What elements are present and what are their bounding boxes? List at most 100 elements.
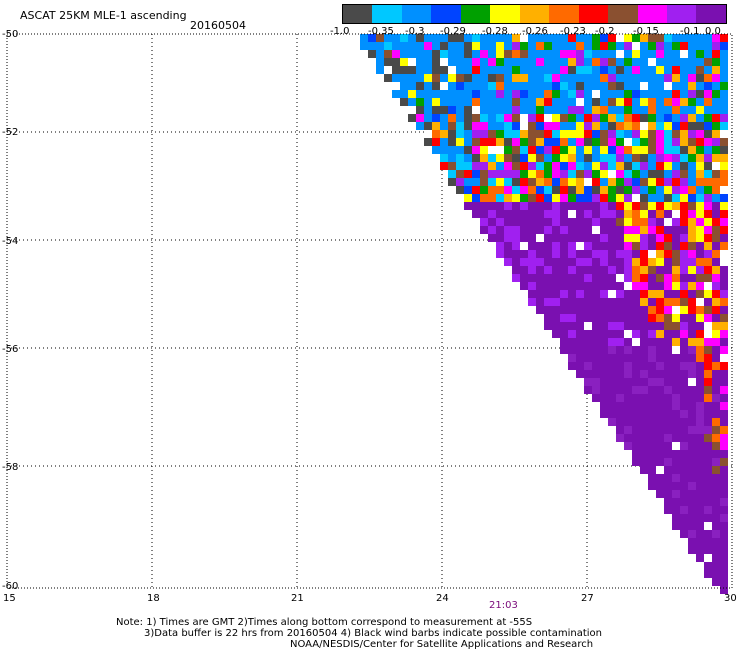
swath-cell [400, 58, 408, 66]
swath-cell [496, 82, 504, 90]
swath-cell [528, 226, 536, 234]
swath-cell [552, 170, 560, 178]
colorbar-label: -0.35 [368, 26, 394, 37]
swath-cell [672, 250, 680, 258]
swath-cell [472, 210, 480, 218]
swath-cell [512, 178, 520, 186]
swath-cell [512, 162, 520, 170]
swath-cell [656, 146, 664, 154]
swath-cell [584, 138, 592, 146]
swath-cell [648, 442, 656, 450]
swath-cell [536, 282, 544, 290]
swath-cell [560, 186, 568, 194]
swath-cell [568, 82, 576, 90]
swath-cell [720, 322, 728, 330]
swath-cell [560, 50, 568, 58]
swath-cell [704, 466, 712, 474]
swath-cell [464, 130, 472, 138]
swath-cell [584, 154, 592, 162]
swath-cell [680, 146, 688, 154]
swath-cell [720, 370, 728, 378]
swath-cell [512, 202, 520, 210]
swath-cell [704, 186, 712, 194]
swath-cell [672, 74, 680, 82]
swath-cell [528, 122, 536, 130]
swath-cell [536, 130, 544, 138]
swath-cell [536, 258, 544, 266]
swath-cell [680, 354, 688, 362]
swath-cell [544, 250, 552, 258]
swath-cell [496, 242, 504, 250]
lon-label-24: 24 [436, 593, 449, 604]
swath-cell [616, 282, 624, 290]
swath-cell [568, 162, 576, 170]
note-line-3: NOAA/NESDIS/Center for Satellite Applica… [290, 639, 594, 650]
colorbar-label: -0.28 [482, 26, 508, 37]
swath-cell [592, 306, 600, 314]
swath-cell [504, 194, 512, 202]
swath-cell [688, 362, 696, 370]
swath-cell [640, 170, 648, 178]
swath-cell [472, 50, 480, 58]
swath-cell [712, 354, 720, 362]
swath-cell [656, 218, 664, 226]
swath-cell [512, 74, 520, 82]
swath-cell [712, 210, 720, 218]
swath-cell [632, 162, 640, 170]
swath-cell [528, 130, 536, 138]
swath-cell [496, 194, 504, 202]
swath-cell [448, 74, 456, 82]
swath-cell [640, 226, 648, 234]
swath-cell [432, 122, 440, 130]
swath-cell [680, 466, 688, 474]
swath-cell [640, 186, 648, 194]
swath-cell [488, 130, 496, 138]
swath-cell [592, 162, 600, 170]
swath-cell [520, 138, 528, 146]
swath-cell [632, 170, 640, 178]
swath-cell [504, 242, 512, 250]
swath-cell [712, 570, 720, 578]
swath-cell [704, 530, 712, 538]
swath-cell [696, 482, 704, 490]
swath-cell [544, 66, 552, 74]
swath-cell [600, 338, 608, 346]
swath-cell [616, 434, 624, 442]
swath-cell [472, 154, 480, 162]
swath-cell [464, 98, 472, 106]
swath-cell [720, 378, 728, 386]
swath-cell [712, 506, 720, 514]
swath-cell [680, 202, 688, 210]
swath-cell [560, 170, 568, 178]
swath-cell [392, 90, 400, 98]
swath-cell [624, 274, 632, 282]
swath-cell [560, 194, 568, 202]
swath-cell [472, 170, 480, 178]
swath-cell [600, 66, 608, 74]
swath-cell [520, 242, 528, 250]
swath-cell [696, 234, 704, 242]
swath-cell [464, 66, 472, 74]
swath-cell [640, 234, 648, 242]
swath-cell [648, 346, 656, 354]
swath-cell [680, 514, 688, 522]
swath-cell [712, 114, 720, 122]
swath-cell [440, 98, 448, 106]
swath-cell [672, 394, 680, 402]
swath-cell [648, 362, 656, 370]
swath-cell [696, 290, 704, 298]
swath-cell [688, 306, 696, 314]
swath-cell [560, 266, 568, 274]
swath-cell [608, 218, 616, 226]
swath-cell [616, 322, 624, 330]
swath-cell [584, 58, 592, 66]
swath-cell [712, 514, 720, 522]
swath-cell [528, 162, 536, 170]
swath-cell [504, 122, 512, 130]
swath-cell [464, 186, 472, 194]
swath-cell [640, 290, 648, 298]
swath-cell [680, 210, 688, 218]
swath-cell [592, 322, 600, 330]
swath-cell [504, 66, 512, 74]
swath-cell [536, 162, 544, 170]
